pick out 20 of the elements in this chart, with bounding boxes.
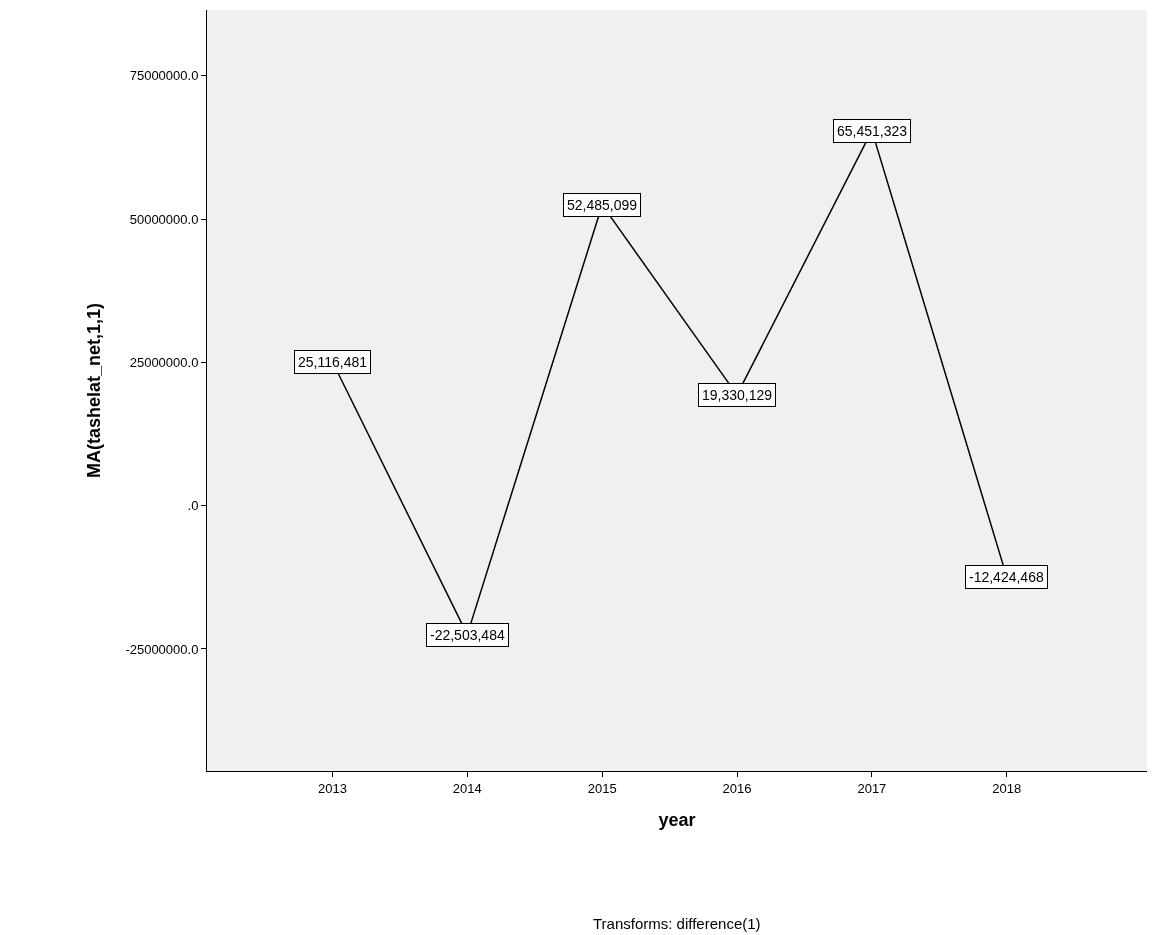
x-tick-label: 2018 — [992, 780, 1022, 796]
data-label: 25,116,481 — [298, 354, 368, 370]
y-tick-label: 25000000.0 — [129, 354, 199, 370]
y-axis-title: MA(tashelat_net,1,1) — [83, 302, 104, 479]
data-label: 65,451,323 — [837, 123, 908, 139]
text: Transforms: difference(1) — [593, 915, 761, 932]
x-tick-label: 2016 — [722, 780, 752, 796]
x-tick-label: 2013 — [317, 780, 347, 796]
y-tick-label: -25000000.0 — [125, 641, 199, 657]
data-label: -12,424,468 — [969, 569, 1044, 585]
x-axis-title: year — [658, 809, 696, 830]
y-tick-label: 75000000.0 — [129, 68, 199, 84]
x-tick-label: 2017 — [857, 780, 887, 796]
x-tick-label: 2015 — [587, 780, 617, 796]
data-label: 19,330,129 — [702, 387, 773, 403]
y-tick-label: 50000000.0 — [129, 211, 199, 227]
y-tick-label: .0 — [187, 498, 199, 514]
data-label: 52,485,099 — [567, 197, 638, 213]
x-tick-label: 2014 — [452, 780, 482, 796]
data-label: -22,503,484 — [430, 627, 505, 643]
